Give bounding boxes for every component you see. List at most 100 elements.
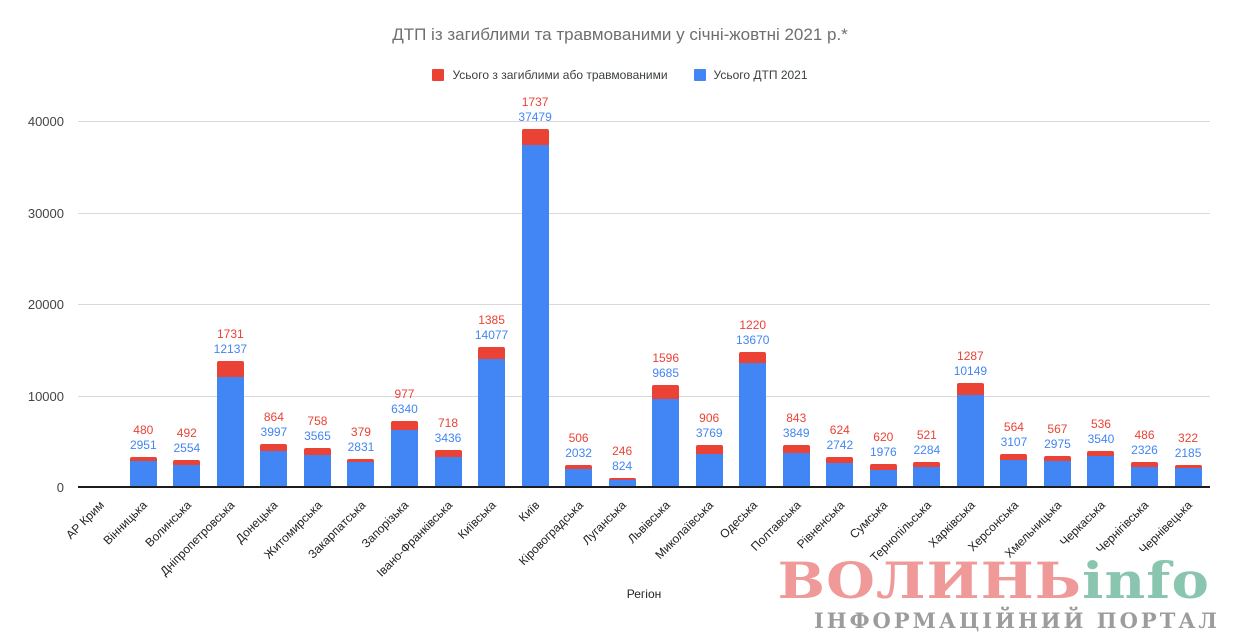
value-labels: 1287 10149 [954, 349, 987, 379]
bar-segment-total [869, 469, 897, 488]
bar [1174, 465, 1202, 488]
value-label-casualties: 906 [699, 411, 720, 426]
value-labels: 521 2284 [914, 428, 941, 458]
value-label-casualties: 1731 [217, 327, 244, 342]
bar-segment-total [1174, 468, 1202, 488]
legend-item-total: Усього ДТП 2021 [693, 68, 808, 82]
category-slot: 624 2742 [818, 122, 862, 488]
bar-segment-total [390, 430, 418, 488]
value-label-casualties: 620 [873, 430, 894, 445]
value-label-total: 10149 [953, 364, 988, 379]
category-slot: 506 2032 [557, 122, 601, 488]
category-slot: 1287 10149 [949, 122, 993, 488]
bar-segment-casualties [565, 464, 593, 470]
value-label-casualties: 567 [1047, 421, 1068, 436]
bar-segment-total [1131, 466, 1159, 488]
bar-segment-total [260, 451, 288, 488]
value-label-casualties: 1287 [957, 349, 984, 364]
value-label-total: 2185 [1174, 446, 1202, 461]
bar-segment-casualties [913, 462, 941, 468]
x-axis-title: Регіон [626, 587, 662, 601]
value-label-total: 3540 [1087, 431, 1115, 446]
bar-segment-casualties [173, 460, 201, 465]
bar-segment-total [129, 461, 157, 488]
category-slot: 521 2284 [905, 122, 949, 488]
value-label-total: 2831 [347, 439, 375, 454]
value-label-casualties: 864 [263, 409, 284, 424]
value-label-casualties: 379 [350, 424, 371, 439]
bar-segment-casualties [608, 478, 636, 481]
y-axis-labels: 0 10000 20000 30000 40000 [0, 114, 68, 495]
value-labels: 322 2185 [1175, 431, 1202, 461]
legend-label-casualties: Усього з загиблими або травмованими [452, 68, 668, 82]
value-labels: 536 3540 [1088, 417, 1115, 447]
bar-segment-total [565, 469, 593, 488]
value-label-total: 824 [612, 459, 633, 474]
value-label-casualties: 536 [1090, 416, 1111, 431]
category-slot: 864 3997 [252, 122, 296, 488]
y-tick-label: 40000 [27, 114, 64, 129]
category-slot: 322 2185 [1166, 122, 1210, 488]
bar [434, 450, 462, 488]
bar-segment-casualties [869, 464, 897, 470]
category-slot: 758 3565 [296, 122, 340, 488]
bar-segment-total [913, 467, 941, 488]
y-tick-label: 30000 [27, 205, 64, 221]
value-label-total: 3436 [434, 431, 462, 445]
value-label-casualties: 564 [1003, 420, 1024, 435]
bar-segment-total [347, 462, 375, 488]
bar-segment-casualties [739, 351, 767, 363]
bar-segment-casualties [478, 346, 506, 360]
x-tick-label: Сумська [847, 498, 891, 542]
value-labels: 864 3997 [261, 410, 288, 440]
bar-segment-casualties [826, 457, 854, 463]
value-labels: 480 2951 [130, 423, 157, 453]
bar [608, 478, 636, 488]
bar-segment-total [478, 359, 506, 488]
gridline [78, 121, 1210, 122]
value-labels: 1731 12137 [214, 327, 247, 357]
value-label-total: 3997 [260, 424, 288, 439]
value-label-total: 13670 [736, 332, 770, 347]
value-label-total: 2951 [129, 437, 157, 452]
category-slot: 564 3107 [992, 122, 1036, 488]
value-label-total: 9685 [652, 365, 680, 380]
bar-segment-total [173, 464, 201, 488]
bar-segment-total [826, 462, 854, 488]
category-slot: 379 2831 [339, 122, 383, 488]
value-label-total: 2554 [173, 441, 201, 456]
value-label-casualties: 246 [612, 444, 633, 459]
value-labels: 1596 9685 [652, 351, 679, 381]
value-label-total: 2742 [826, 438, 854, 453]
bar [652, 384, 680, 488]
bar [913, 462, 941, 488]
category-slot: 1385 14077 [470, 122, 514, 488]
bar-segment-casualties [956, 383, 984, 396]
bar-segment-total [1000, 459, 1028, 488]
value-labels: 564 3107 [1001, 420, 1028, 450]
bar-segment-casualties [1000, 454, 1028, 460]
watermark-brand-secondary: info [1082, 551, 1210, 610]
bar [565, 464, 593, 488]
x-tick-label: АР Крим [62, 498, 107, 542]
x-axis-line [78, 486, 1210, 488]
bar-segment-casualties [390, 421, 418, 430]
value-labels: 718 3436 [435, 416, 462, 446]
bar-segment-casualties [652, 384, 680, 400]
value-label-casualties: 977 [394, 387, 415, 402]
bar-segment-casualties [1087, 450, 1115, 456]
value-labels: 843 3849 [783, 411, 810, 441]
bar [521, 129, 549, 488]
bar [347, 458, 375, 488]
watermark-brand-primary: ВОЛИНЬ [777, 551, 1083, 610]
value-label-total: 3849 [782, 426, 810, 441]
bar-segment-casualties [347, 458, 375, 463]
bar [1000, 454, 1028, 488]
legend: Усього з загиблими або травмованими Усьо… [0, 68, 1240, 82]
value-label-casualties: 480 [133, 422, 154, 437]
value-label-total: 1976 [869, 445, 897, 460]
bar-segment-total [434, 456, 462, 488]
value-label-casualties: 624 [829, 423, 850, 438]
x-tick-label: Дніпропетровська [157, 498, 238, 579]
bar [173, 460, 201, 488]
